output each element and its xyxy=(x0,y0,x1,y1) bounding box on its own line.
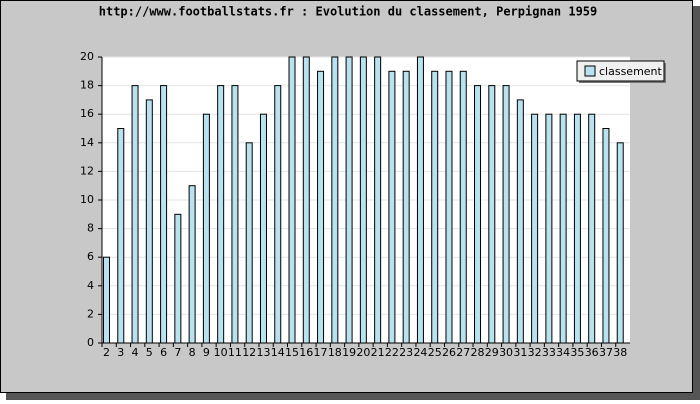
bar xyxy=(245,142,253,344)
bar xyxy=(217,85,225,344)
y-tick-label: 20 xyxy=(80,50,94,63)
x-tick-label: 13 xyxy=(256,346,270,359)
bar xyxy=(431,70,439,344)
bar xyxy=(160,85,168,344)
x-tick-label: 15 xyxy=(285,346,299,359)
x-tick-label: 25 xyxy=(428,346,442,359)
bar xyxy=(231,85,239,344)
bar xyxy=(416,56,424,344)
x-tick-label: 7 xyxy=(174,346,181,359)
x-tick-label: 34 xyxy=(556,346,570,359)
bar xyxy=(388,70,396,344)
x-tick-label: 37 xyxy=(599,346,613,359)
bar xyxy=(588,113,596,344)
x-tick-label: 36 xyxy=(585,346,599,359)
bar xyxy=(188,185,196,344)
bar xyxy=(331,56,339,344)
bar xyxy=(559,113,567,344)
x-tick-label: 8 xyxy=(189,346,196,359)
y-tick-label: 4 xyxy=(87,279,94,292)
x-tick-label: 32 xyxy=(528,346,542,359)
bar xyxy=(202,113,210,344)
x-tick-label: 16 xyxy=(299,346,313,359)
x-tick-label: 14 xyxy=(271,346,285,359)
bar xyxy=(488,85,496,344)
y-tick-label: 0 xyxy=(87,336,94,349)
x-tick-label: 20 xyxy=(356,346,370,359)
x-tick-label: 17 xyxy=(314,346,328,359)
bar xyxy=(573,113,581,344)
y-tick-label: 8 xyxy=(87,222,94,235)
x-tick-label: 26 xyxy=(442,346,456,359)
y-tick-label: 2 xyxy=(87,307,94,320)
chart-title: http://www.footballstats.fr : Evolution … xyxy=(99,5,598,19)
bar xyxy=(131,85,139,344)
bar xyxy=(145,99,153,344)
y-tick-label: 10 xyxy=(80,193,94,206)
legend-swatch xyxy=(584,65,596,77)
bar xyxy=(345,56,353,344)
x-tick-label: 22 xyxy=(385,346,399,359)
bar xyxy=(545,113,553,344)
x-tick-label: 30 xyxy=(499,346,513,359)
x-tick-label: 27 xyxy=(456,346,470,359)
y-tick-label: 16 xyxy=(80,107,94,120)
bar xyxy=(288,56,296,344)
legend-label: classement xyxy=(599,65,663,78)
bar xyxy=(117,128,125,344)
x-tick-label: 10 xyxy=(214,346,228,359)
y-tick-label: 12 xyxy=(80,164,94,177)
bar xyxy=(374,56,382,344)
x-tick-label: 21 xyxy=(371,346,385,359)
bar xyxy=(474,85,482,344)
bar xyxy=(259,113,267,344)
x-tick-label: 2 xyxy=(103,346,110,359)
x-tick-label: 24 xyxy=(413,346,427,359)
bar xyxy=(402,70,410,344)
bar xyxy=(317,70,325,344)
x-tick-label: 33 xyxy=(542,346,556,359)
bar xyxy=(602,128,610,344)
x-tick-label: 4 xyxy=(132,346,139,359)
bar xyxy=(274,85,282,344)
bar xyxy=(174,213,182,344)
x-tick-label: 29 xyxy=(485,346,499,359)
x-tick-label: 28 xyxy=(471,346,485,359)
legend-box xyxy=(576,60,665,82)
x-tick-label: 19 xyxy=(342,346,356,359)
bar xyxy=(459,70,467,344)
x-tick-label: 35 xyxy=(570,346,584,359)
bar xyxy=(516,99,524,344)
x-tick-label: 23 xyxy=(399,346,413,359)
x-tick-label: 11 xyxy=(228,346,242,359)
x-tick-label: 3 xyxy=(117,346,124,359)
y-tick-label: 6 xyxy=(87,250,94,263)
bar xyxy=(445,70,453,344)
y-tick-label: 14 xyxy=(80,136,94,149)
bar xyxy=(359,56,367,344)
bar xyxy=(302,56,310,344)
x-tick-label: 38 xyxy=(613,346,627,359)
bar xyxy=(502,85,510,344)
bar xyxy=(616,142,624,344)
x-tick-label: 31 xyxy=(513,346,527,359)
bar xyxy=(531,113,539,344)
y-tick-label: 18 xyxy=(80,79,94,92)
x-tick-label: 5 xyxy=(146,346,153,359)
bar xyxy=(103,256,110,344)
x-tick-label: 12 xyxy=(242,346,256,359)
x-tick-label: 9 xyxy=(203,346,210,359)
x-tick-label: 6 xyxy=(160,346,167,359)
x-tick-label: 18 xyxy=(328,346,342,359)
